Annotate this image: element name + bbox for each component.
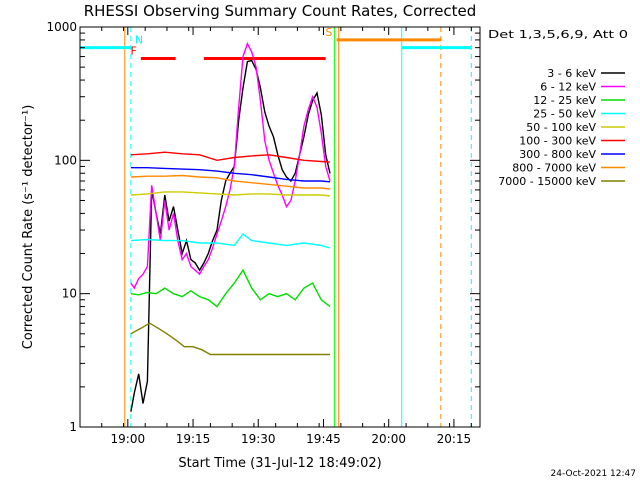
- x-tick-label-4: 20:00: [371, 432, 406, 446]
- x-tick-label-0: 19:00: [111, 432, 146, 446]
- series-line-4: [130, 191, 331, 197]
- series-line-6: [130, 166, 331, 183]
- series-line-8: [130, 322, 330, 356]
- timestamp: 24-Oct-2021 12:47: [551, 469, 636, 479]
- plot-frame: [79, 26, 481, 428]
- legend-label-5: 100 - 300 keV: [519, 135, 596, 148]
- x-tick-label-1: 19:15: [176, 432, 211, 446]
- y-tick-label-3: 1000: [46, 20, 77, 34]
- axes: 19:00 19:15 19:30 19:45 20:00 20:15 1 10 100 1000: [46, 20, 480, 446]
- annotation-label-3: S: [326, 26, 333, 39]
- legend-label-3: 25 - 50 keV: [533, 108, 596, 121]
- plot-area: NF S: [79, 26, 472, 427]
- y-tick-label-1: 10: [62, 287, 77, 301]
- x-tick-label-3: 19:45: [306, 432, 341, 446]
- annotation-label-0: N: [135, 34, 143, 47]
- legend-label-7: 800 - 7000 keV: [512, 162, 596, 175]
- chart-title: RHESSI Observing Summary Count Rates, Co…: [84, 2, 477, 20]
- series-line-7: [130, 174, 331, 190]
- x-tick-label-5: 20:15: [437, 432, 472, 446]
- y-tick-label-2: 100: [54, 153, 77, 167]
- y-tick-label-0: 1: [69, 420, 77, 434]
- annotation-label-1: F: [131, 45, 137, 58]
- legend-label-0: 3 - 6 keV: [547, 67, 596, 80]
- series-line-1: [130, 41, 331, 290]
- legend-label-2: 12 - 25 keV: [533, 94, 596, 107]
- legend-label-1: 6 - 12 keV: [540, 81, 596, 94]
- y-axis-label: Corrected Count Rate (s⁻¹ detector⁻¹): [21, 105, 36, 350]
- series-line-3: [130, 233, 331, 249]
- legend-title: Det 1,3,5,6,9, Att 0: [488, 28, 628, 41]
- legend-label-4: 50 - 100 keV: [526, 121, 596, 134]
- series-line-2: [130, 268, 331, 308]
- legend-label-6: 300 - 800 keV: [519, 148, 596, 161]
- x-axis-label: Start Time (31-Jul-12 18:49:02): [178, 456, 381, 471]
- legend-label-8: 7000 - 15000 keV: [498, 175, 596, 188]
- series-line-5: [130, 151, 331, 163]
- x-tick-label-2: 19:30: [241, 432, 276, 446]
